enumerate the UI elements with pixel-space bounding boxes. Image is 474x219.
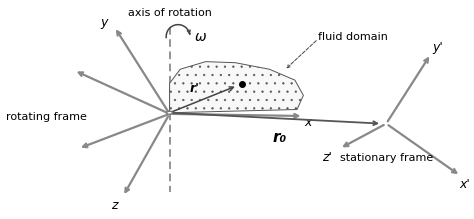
Text: r': r' — [190, 82, 200, 95]
Text: axis of rotation: axis of rotation — [128, 8, 211, 18]
Text: stationary frame: stationary frame — [339, 154, 433, 163]
Text: fluid domain: fluid domain — [318, 32, 388, 42]
Text: x': x' — [459, 178, 470, 191]
Text: ω: ω — [195, 30, 207, 44]
Polygon shape — [170, 62, 303, 113]
Text: z': z' — [322, 151, 332, 164]
Text: x: x — [304, 116, 311, 129]
Circle shape — [166, 111, 173, 114]
Text: y: y — [100, 16, 108, 29]
Text: y': y' — [432, 41, 443, 54]
Text: rotating frame: rotating frame — [6, 112, 87, 122]
Text: r₀: r₀ — [273, 130, 287, 145]
Text: z: z — [111, 199, 118, 212]
